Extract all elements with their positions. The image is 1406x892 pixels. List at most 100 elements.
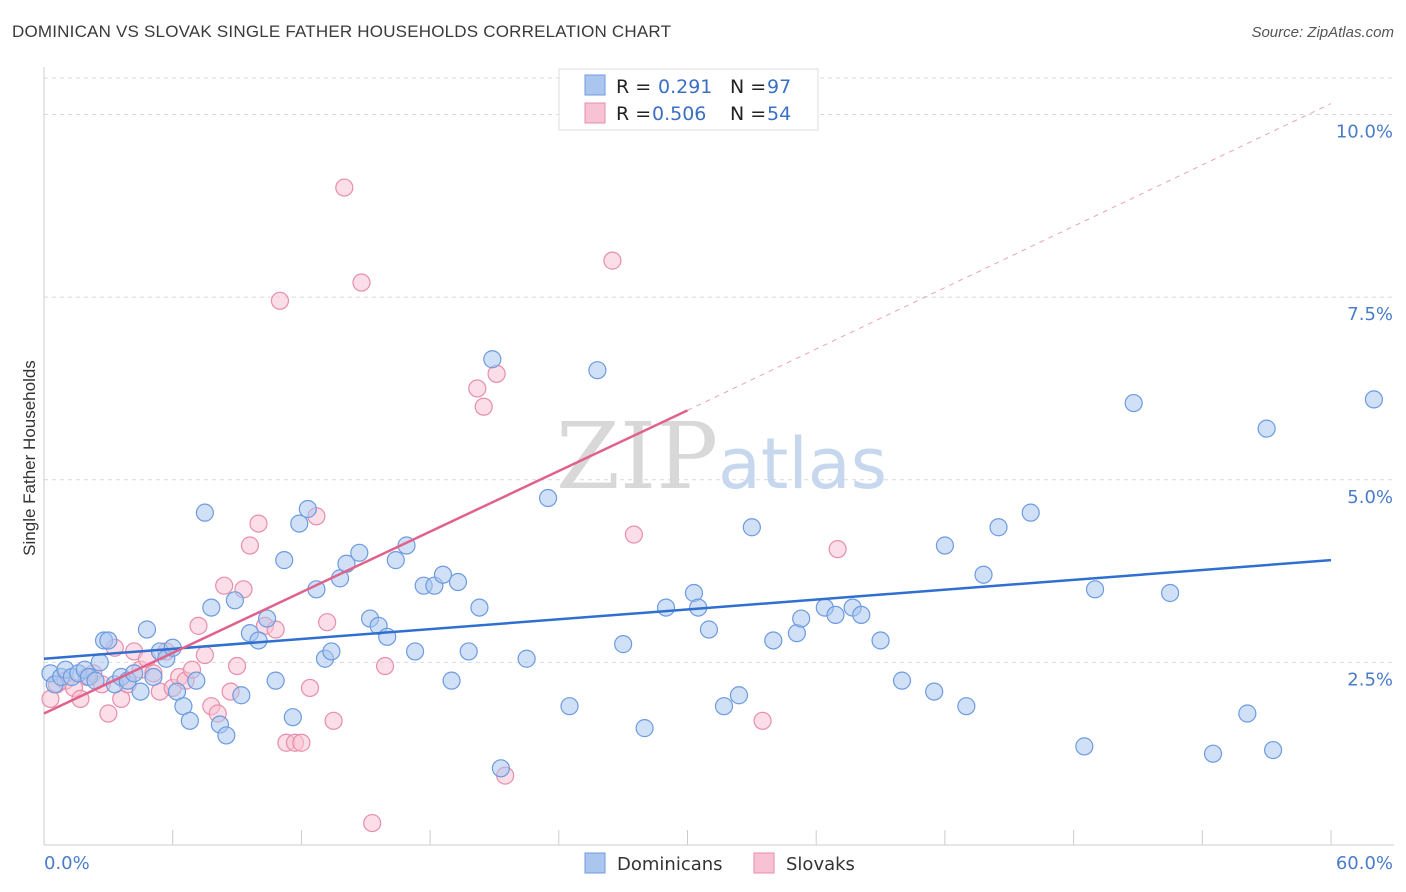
dominicans-point-25 <box>187 671 206 690</box>
slovaks-point-26 <box>215 576 234 595</box>
bottom-legend-swatch-dominicans <box>584 852 606 874</box>
dominicans-point-31 <box>232 686 251 705</box>
dominicans-point-35 <box>266 671 285 690</box>
dominicans-point-62 <box>538 488 558 508</box>
x-tick-label-1: 60.0% <box>1336 853 1393 874</box>
slovaks-point-43 <box>352 273 371 292</box>
dominicans-point-9 <box>90 653 109 672</box>
slovaks-point-47 <box>474 397 493 416</box>
bottom-legend-swatch-slovaks <box>753 852 775 874</box>
dominicans-point-84 <box>935 536 955 555</box>
dominicans-point-55 <box>442 671 461 690</box>
bottom-legend: Dominicans Slovaks <box>584 852 855 875</box>
dominicans-point-95 <box>1257 419 1276 438</box>
tick-labels: 2.5% 5.0% 7.5% 10.0% 0.0% 60.0% <box>44 122 1393 874</box>
dominicans-point-39 <box>298 499 317 519</box>
dominicans-point-78 <box>826 605 845 625</box>
slovaks-point-52 <box>753 711 772 730</box>
y-tick-label-3: 10.0% <box>1336 122 1393 143</box>
dominicans-point-38 <box>290 514 309 533</box>
legend-r-label-2: R = <box>616 103 651 125</box>
dominicans-point-51 <box>405 642 425 661</box>
dominicans-point-92 <box>1161 583 1180 603</box>
legend-n-value-1: 97 <box>767 76 791 98</box>
dominicans-point-73 <box>742 518 761 537</box>
dominicans-point-27 <box>202 598 221 617</box>
dominicans-point-65 <box>614 635 633 654</box>
legend-swatch-slovaks <box>584 102 606 124</box>
dominicans-point-82 <box>892 671 912 690</box>
trend-lines <box>43 103 1332 715</box>
dominicans-point-70 <box>699 620 719 639</box>
legend-n-label-2: N = <box>730 103 766 125</box>
axes <box>43 67 1394 846</box>
dominicans-point-58 <box>470 598 489 617</box>
legend-r-label-1: R = <box>616 76 651 98</box>
dominicans-point-17 <box>137 620 157 639</box>
slovaks-trend-line <box>43 409 689 715</box>
dominicans-point-96 <box>1263 740 1283 760</box>
watermark-zip: ZIP <box>556 403 718 510</box>
dominicans-point-67 <box>656 598 676 617</box>
dominicans-point-87 <box>989 518 1008 537</box>
slovaks-point-41 <box>324 711 343 730</box>
dominicans-point-63 <box>560 697 579 716</box>
dominicans-point-59 <box>483 350 502 369</box>
slovaks-point-50 <box>603 251 622 270</box>
dominicans-point-83 <box>925 682 944 701</box>
bottom-legend-slovaks: Slovaks <box>786 854 855 875</box>
bottom-legend-dominicans: Dominicans <box>617 854 723 875</box>
slovaks-point-38 <box>300 678 320 698</box>
slovaks-point-22 <box>189 616 208 635</box>
legend-n-label-1: N = <box>730 76 766 98</box>
dominicans-point-26 <box>195 503 214 522</box>
dominicans-point-94 <box>1238 704 1257 723</box>
dominicans-point-81 <box>871 631 890 650</box>
dominicans-point-64 <box>588 361 607 380</box>
slovaks-points <box>41 178 847 833</box>
slovaks-point-23 <box>195 645 214 665</box>
legend-r-value-1: 0.291 <box>658 76 712 98</box>
dominicans-point-29 <box>217 726 236 745</box>
dominicans-point-30 <box>225 591 245 610</box>
dominicans-point-76 <box>792 609 811 628</box>
dominicans-point-88 <box>1021 503 1040 522</box>
dominicans-trend-line <box>43 558 1332 660</box>
gridlines <box>44 77 1394 663</box>
dominicans-point-11 <box>99 631 118 650</box>
dominicans-point-72 <box>729 686 749 705</box>
dominicans-point-93 <box>1203 744 1223 763</box>
watermark-atlas: atlas <box>718 423 887 505</box>
dominicans-point-57 <box>459 642 478 661</box>
y-tick-label-2: 7.5% <box>1347 304 1393 325</box>
dominicans-point-71 <box>714 697 734 716</box>
slovaks-point-53 <box>828 540 847 559</box>
slovaks-point-46 <box>468 379 487 398</box>
slovaks-point-30 <box>240 536 260 555</box>
legend-n-value-2: 54 <box>767 103 791 125</box>
slovaks-point-40 <box>318 613 337 632</box>
slovaks-point-44 <box>363 813 382 833</box>
watermark: ZIP atlas <box>556 403 887 510</box>
dominicans-point-60 <box>491 759 510 778</box>
slovaks-point-34 <box>270 291 290 310</box>
y-tick-label-0: 2.5% <box>1347 669 1393 690</box>
dominicans-point-56 <box>448 572 468 592</box>
legend-box: R = 0.291 N = 97 R = 0.506 N = 54 <box>558 68 819 131</box>
slovaks-trend-extension <box>687 103 1332 411</box>
slovaks-point-45 <box>375 656 395 676</box>
dominicans-point-37 <box>283 708 302 727</box>
y-tick-label-1: 5.0% <box>1347 487 1393 508</box>
slovaks-point-51 <box>624 525 643 544</box>
slovaks-point-8 <box>99 704 118 723</box>
slovaks-point-31 <box>249 514 268 533</box>
legend-r-value-2: 0.506 <box>652 103 706 125</box>
dominicans-point-18 <box>144 667 163 687</box>
dominicans-point-49 <box>386 551 405 570</box>
dominicans-point-90 <box>1085 580 1105 599</box>
dominicans-point-45 <box>350 543 369 562</box>
x-tick-label-0: 0.0% <box>44 853 90 874</box>
slovaks-point-28 <box>227 656 247 676</box>
source-credit: Source: ZipAtlas.com <box>1251 24 1394 41</box>
